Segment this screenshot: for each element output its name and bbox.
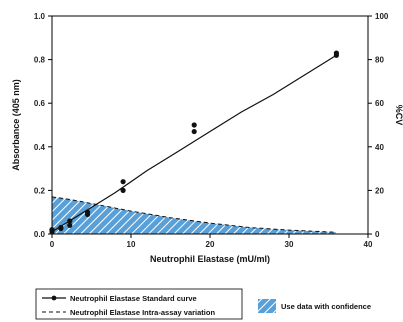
left-y-tick-label: 0.6 bbox=[34, 99, 46, 108]
x-tick-label: 30 bbox=[285, 240, 294, 249]
left-y-tick-label: 0.0 bbox=[34, 230, 46, 239]
right-y-axis-ticks: 0 20 40 60 80 100 bbox=[368, 12, 389, 239]
standard-curve-point bbox=[333, 50, 339, 56]
legend-box bbox=[35, 288, 243, 320]
left-y-tick-label: 0.2 bbox=[34, 186, 46, 195]
x-tick-label: 40 bbox=[364, 240, 373, 249]
standard-curve-points bbox=[49, 50, 339, 235]
standard-curve-point bbox=[120, 187, 126, 193]
x-axis-title: Neutrophil Elastase (mU/ml) bbox=[150, 254, 270, 264]
legend-confidence-label: Use data with confidence bbox=[281, 302, 371, 311]
left-y-tick-label: 1.0 bbox=[34, 12, 46, 21]
legend-hatch-swatch-icon bbox=[258, 299, 276, 313]
standard-curve-point bbox=[191, 122, 197, 128]
x-tick-label: 20 bbox=[206, 240, 215, 249]
x-tick-label: 0 bbox=[50, 240, 55, 249]
right-y-tick-label: 0 bbox=[375, 230, 380, 239]
standard-curve-point bbox=[67, 218, 73, 224]
plot-frame bbox=[51, 15, 369, 235]
right-y-tick-label: 80 bbox=[375, 56, 384, 65]
left-y-axis-title: Absorbance (405 nm) bbox=[11, 79, 21, 171]
left-y-axis-ticks: 0.0 0.2 0.4 0.6 0.8 1.0 bbox=[34, 12, 52, 239]
standard-curve-point bbox=[58, 225, 64, 232]
standard-curve-point bbox=[191, 128, 197, 135]
standard-curve-point bbox=[67, 222, 73, 228]
standard-curve-point bbox=[84, 209, 91, 215]
right-y-tick-label: 100 bbox=[375, 12, 389, 21]
legend: Neutrophil Elastase Standard curve Neutr… bbox=[35, 288, 371, 320]
right-y-tick-label: 40 bbox=[375, 143, 384, 152]
legend-standard-curve-label: Neutrophil Elastase Standard curve bbox=[70, 294, 197, 303]
right-y-axis-title: %CV bbox=[394, 105, 403, 126]
right-y-tick-label: 60 bbox=[375, 99, 384, 108]
right-y-tick-label: 20 bbox=[375, 186, 384, 195]
legend-intra-assay-label: Neutrophil Elastase Intra-assay variatio… bbox=[70, 308, 215, 317]
intra-assay-variation-line bbox=[51, 196, 337, 233]
standard-curve-point bbox=[49, 227, 55, 233]
x-tick-label: 10 bbox=[127, 240, 136, 249]
left-y-tick-label: 0.4 bbox=[34, 143, 46, 152]
standard-curve-point bbox=[120, 179, 126, 185]
x-axis-ticks: 0 10 20 30 40 bbox=[50, 234, 373, 249]
left-y-tick-label: 0.8 bbox=[34, 56, 46, 65]
legend-point-icon bbox=[51, 295, 57, 301]
confidence-area bbox=[52, 196, 337, 234]
standard-curve-line bbox=[51, 54, 337, 233]
